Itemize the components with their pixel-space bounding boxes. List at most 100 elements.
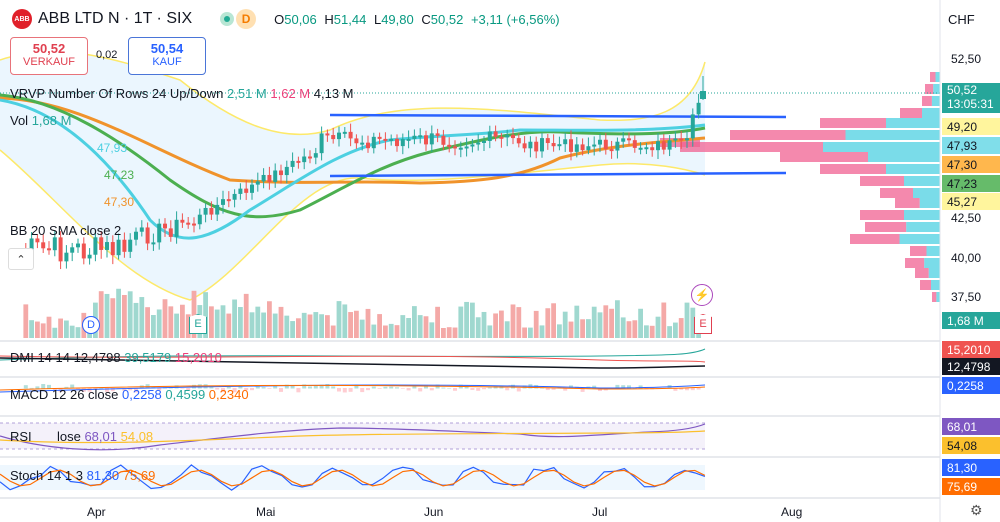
macd-bar: [627, 385, 631, 389]
volume-profile-down: [730, 130, 846, 140]
price-tag-bb-lower: 45,27: [942, 193, 1000, 210]
volume-bar: [127, 291, 133, 338]
macd-bar: [470, 388, 475, 391]
macd-bar: [232, 388, 237, 393]
candle-body: [447, 144, 452, 147]
volume-bar: [104, 293, 110, 338]
candle-body: [424, 135, 428, 145]
macd-bar: [122, 388, 127, 391]
stoch-legend[interactable]: Stoch 14 1 3 81,30 75,69: [10, 468, 156, 483]
candle-body: [435, 133, 440, 136]
settings-gear-icon[interactable]: ⚙: [970, 502, 983, 518]
volume-bar: [545, 308, 551, 338]
earnings-upcoming-icon[interactable]: E: [694, 314, 712, 334]
volume-bar: [371, 324, 377, 338]
dividend-event-icon[interactable]: D: [82, 316, 100, 334]
dmi-minus-line: [0, 355, 706, 363]
volume-profile-down: [660, 138, 700, 147]
collapse-legend-button[interactable]: ⌃: [8, 248, 34, 270]
macd-bar: [35, 386, 40, 389]
macd-bar: [366, 388, 370, 391]
ma-cyan-line: [0, 98, 706, 240]
candle-body: [644, 147, 649, 150]
candle-body: [441, 135, 446, 145]
macd-bar: [511, 384, 515, 389]
candle-body: [244, 188, 249, 193]
macd-bar: [540, 387, 544, 389]
macd-bar: [70, 384, 75, 389]
adx-line: [0, 357, 706, 369]
volume-bar: [510, 304, 516, 338]
volume-legend[interactable]: Vol 1,68 M: [10, 113, 72, 128]
macd-legend[interactable]: MACD 12 26 close 0,2258 0,4599 0,2340: [10, 387, 249, 402]
candle-body: [93, 237, 98, 255]
candle-body: [203, 207, 208, 215]
macd-bar: [545, 388, 550, 391]
support-line[interactable]: [329, 171, 787, 178]
volume-profile-up: [931, 96, 940, 106]
rsi-tag: 68,01: [942, 418, 1000, 435]
candle-body: [273, 170, 278, 182]
flash-event-icon[interactable]: ⚡: [691, 284, 713, 306]
bb-legend[interactable]: BB 20 SMA close 2: [10, 223, 122, 238]
candle-body: [487, 131, 492, 141]
volume-bar: [232, 299, 237, 338]
price-tick: 52,50: [951, 52, 982, 66]
macd-bar: [41, 384, 46, 389]
vrvp-legend[interactable]: VRVP Number Of Rows 24 Up/Down 2,51 M 1,…: [10, 86, 354, 101]
candle-body: [47, 248, 51, 251]
volume-bar: [383, 325, 388, 338]
dmi-legend[interactable]: DMI 14 14 12,4798 39,5179 15,2010: [10, 350, 222, 365]
volume-bar: [481, 311, 487, 338]
candle-body: [221, 199, 225, 205]
volume-bar: [203, 292, 208, 338]
volume-profile-up: [886, 164, 940, 174]
volume-bar: [168, 306, 174, 338]
candle-body: [516, 138, 521, 144]
volume-bar: [278, 306, 284, 338]
candle-body: [464, 146, 469, 149]
volume-bar: [516, 307, 522, 338]
volume-bar: [214, 309, 220, 338]
volume-bar: [174, 313, 179, 338]
macd-bar: [128, 388, 133, 391]
volume-profile-up: [931, 280, 940, 290]
macd-tag: 0,2258: [942, 377, 1000, 394]
candle-body: [186, 222, 191, 225]
macd-bar: [76, 388, 80, 390]
ma-cyan-label: 47,93: [97, 141, 128, 155]
volume-bar: [313, 312, 319, 338]
currency-label[interactable]: CHF: [948, 12, 975, 27]
data-delay-badge[interactable]: D: [236, 9, 257, 29]
macd-bar: [371, 386, 376, 389]
macd-bar: [180, 388, 185, 389]
candle-body: [197, 214, 202, 225]
macd-bar: [453, 388, 457, 391]
market-open-icon[interactable]: [220, 12, 235, 26]
sell-button[interactable]: 50,52 VERKAUF: [10, 37, 88, 75]
macd-bar: [290, 385, 295, 389]
volume-bar: [464, 301, 469, 338]
candle-body: [499, 136, 504, 139]
symbol-title[interactable]: ABB LTD N · 1T · SIX: [38, 10, 193, 27]
buy-button[interactable]: 50,54 KAUF: [128, 37, 206, 75]
earnings-event-icon[interactable]: E: [189, 314, 207, 334]
price-tag-bb-upper: 49,20: [942, 118, 1000, 135]
candle-body: [685, 138, 689, 141]
candle-body: [667, 140, 672, 150]
volume-bar: [209, 306, 214, 338]
candle-body: [116, 239, 121, 256]
volume-profile-down: [820, 164, 886, 174]
price-tag-ma-orange: 47,30: [942, 156, 1000, 173]
rsi-legend[interactable]: RSI lose 68,01 54,08: [10, 429, 154, 444]
macd-bar: [685, 388, 689, 391]
volume-bar: [470, 302, 475, 338]
volume-bar: [458, 306, 464, 338]
macd-bar: [476, 388, 481, 391]
candle-body: [87, 254, 92, 259]
resistance-line[interactable]: [329, 113, 787, 119]
macd-bar: [464, 385, 469, 389]
volume-bar: [319, 314, 324, 338]
candle-body: [383, 138, 388, 141]
